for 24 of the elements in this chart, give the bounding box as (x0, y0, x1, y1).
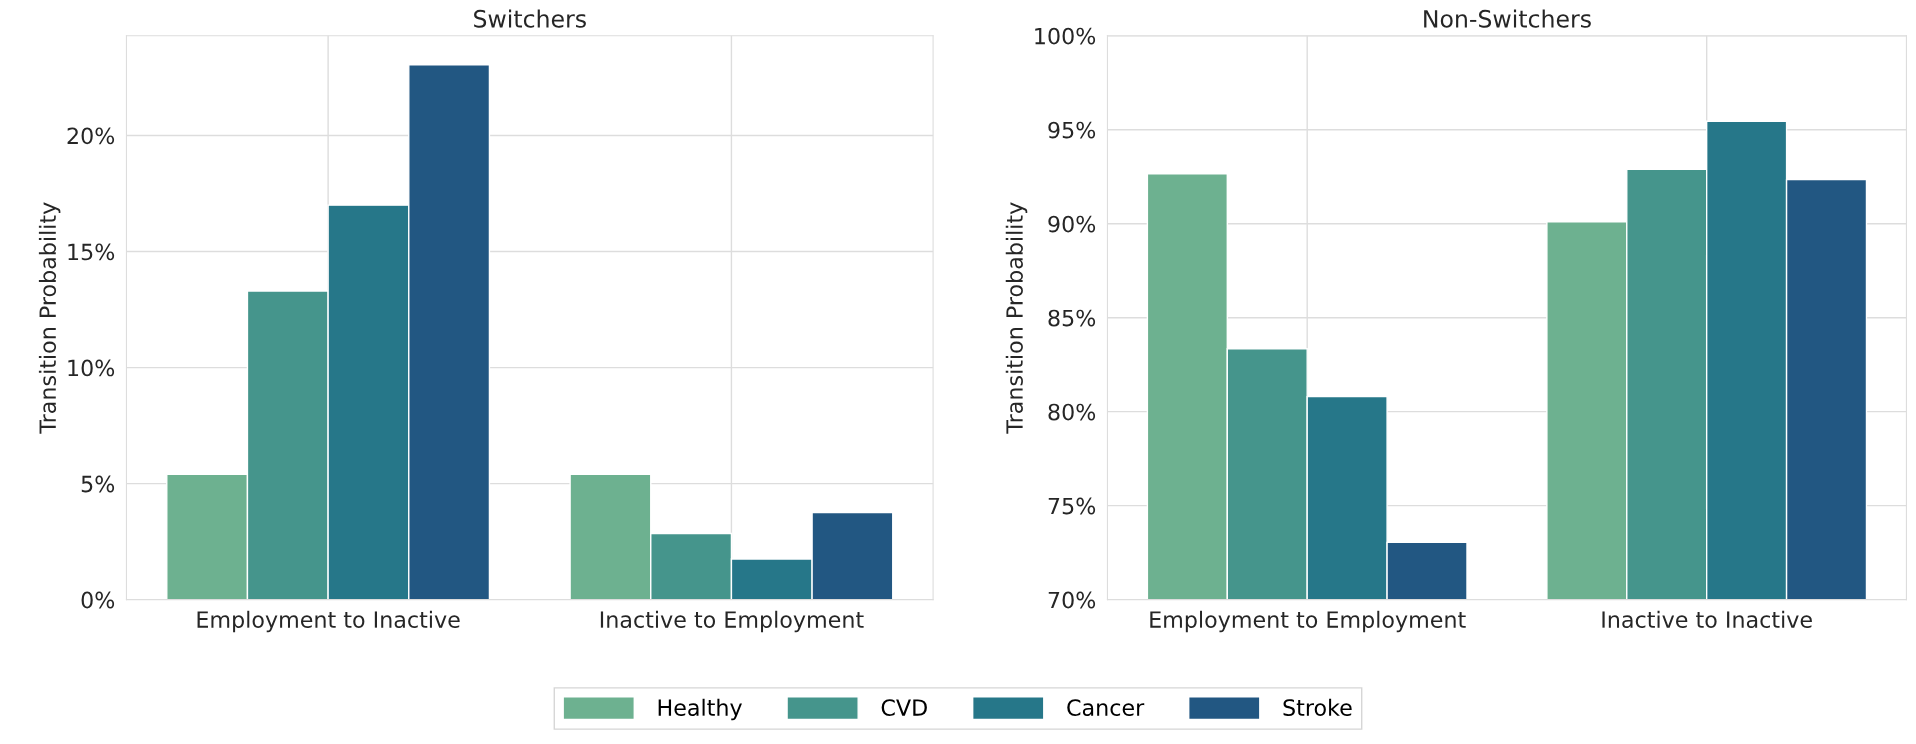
y-axis-title: Transition Probability (38, 202, 61, 434)
x-tick-label: Employment to Employment (1150, 610, 1466, 633)
y-tick-label: 5% (81, 475, 115, 493)
y-tick-label: 85% (1048, 309, 1096, 327)
x-tick-label: Inactive to Inactive (1602, 610, 1812, 628)
y-tick-label: 15% (68, 243, 115, 261)
y-tick-label: 90% (1048, 215, 1096, 233)
legend-label: Healthy (658, 698, 742, 721)
y-tick-label: 95% (1048, 121, 1096, 139)
y-tick-label: 0% (81, 591, 115, 609)
y-tick-label: 75% (1048, 497, 1096, 515)
y-tick-label: 100% (1035, 27, 1096, 45)
chart-title: Switchers (474, 9, 586, 28)
x-tick-label: Inactive to Employment (600, 610, 864, 633)
chart-title: Non-Switchers (1424, 9, 1591, 28)
x-tick-label: Employment to Inactive (197, 610, 460, 633)
y-tick-label: 70% (1048, 591, 1096, 609)
y-axis-title: Transition Probability (1005, 202, 1028, 434)
y-tick-label: 80% (1048, 403, 1096, 421)
y-tick-label: 20% (67, 127, 115, 145)
legend-label: Stroke (1283, 698, 1352, 716)
legend-label: Cancer (1067, 699, 1145, 716)
legend-label: CVD (881, 699, 927, 716)
y-tick-label: 10% (68, 359, 115, 377)
